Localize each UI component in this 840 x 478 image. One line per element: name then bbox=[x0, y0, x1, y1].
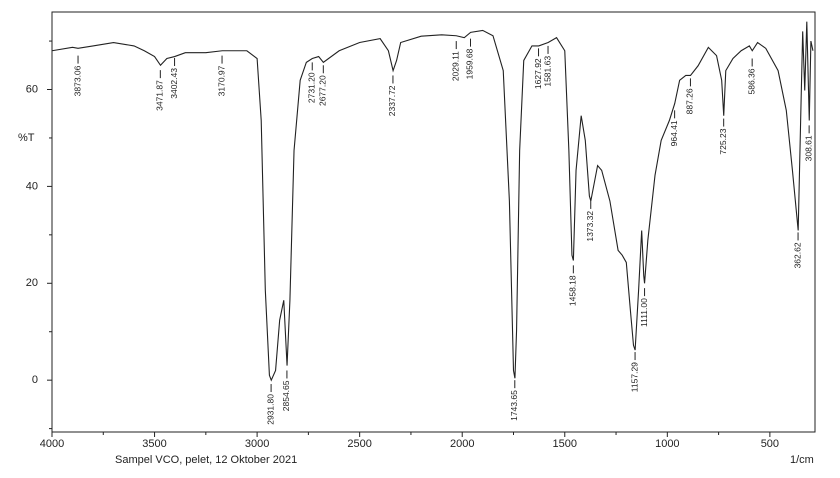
peak-label: 3471.87 bbox=[155, 80, 165, 111]
x-tick-label: 500 bbox=[761, 438, 779, 450]
x-tick-label: 1500 bbox=[553, 438, 577, 450]
peak-label: 2337.72 bbox=[387, 85, 397, 116]
x-tick-label: 4000 bbox=[40, 438, 64, 450]
spectrum-line bbox=[51, 21, 814, 382]
peak-label: 725.23 bbox=[718, 128, 728, 154]
peak-label: 1959.68 bbox=[465, 48, 475, 79]
caption: Sampel VCO, pelet, 12 Oktober 2021 bbox=[115, 454, 297, 466]
peak-label: 586.36 bbox=[746, 68, 756, 94]
y-tick-label: 40 bbox=[26, 180, 38, 192]
x-tick-label: 3000 bbox=[245, 438, 269, 450]
x-tick-label: 2500 bbox=[347, 438, 371, 450]
x-tick-label: 3500 bbox=[142, 438, 166, 450]
peak-label: 1743.65 bbox=[509, 390, 519, 421]
plot-frame bbox=[51, 11, 816, 433]
peak-label: 887.26 bbox=[685, 88, 695, 114]
peak-label: 2854.65 bbox=[281, 380, 291, 411]
peak-label: 3170.97 bbox=[216, 65, 226, 96]
y-tick-label: 0 bbox=[32, 374, 38, 386]
peak-label: 2029.11 bbox=[450, 51, 460, 81]
x-axis-label: 1/cm bbox=[790, 454, 814, 466]
peak-label: 2931.80 bbox=[265, 394, 275, 425]
peak-label: 1373.32 bbox=[585, 211, 595, 242]
peak-label: 3873.06 bbox=[72, 65, 82, 96]
peak-label: 1627.92 bbox=[533, 58, 543, 89]
peak-label: 1458.18 bbox=[568, 275, 578, 306]
y-tick-label: 20 bbox=[26, 277, 38, 289]
peak-label: 1157.29 bbox=[629, 362, 639, 392]
x-tick-label: 1000 bbox=[655, 438, 679, 450]
peak-label: 2731.20 bbox=[306, 72, 316, 103]
peak-label: 1581.63 bbox=[542, 56, 552, 87]
peak-label: 964.41 bbox=[669, 120, 679, 146]
x-tick-label: 2000 bbox=[450, 438, 474, 450]
y-axis-label: %T bbox=[18, 132, 35, 144]
peak-label: 1111.00 bbox=[639, 298, 649, 327]
y-tick-label: 60 bbox=[26, 83, 38, 95]
peak-label: 3402.43 bbox=[169, 68, 179, 99]
peak-label: 2677.20 bbox=[318, 75, 328, 106]
peak-label: 308.61 bbox=[803, 135, 813, 161]
peak-label: 362.62 bbox=[792, 242, 802, 268]
